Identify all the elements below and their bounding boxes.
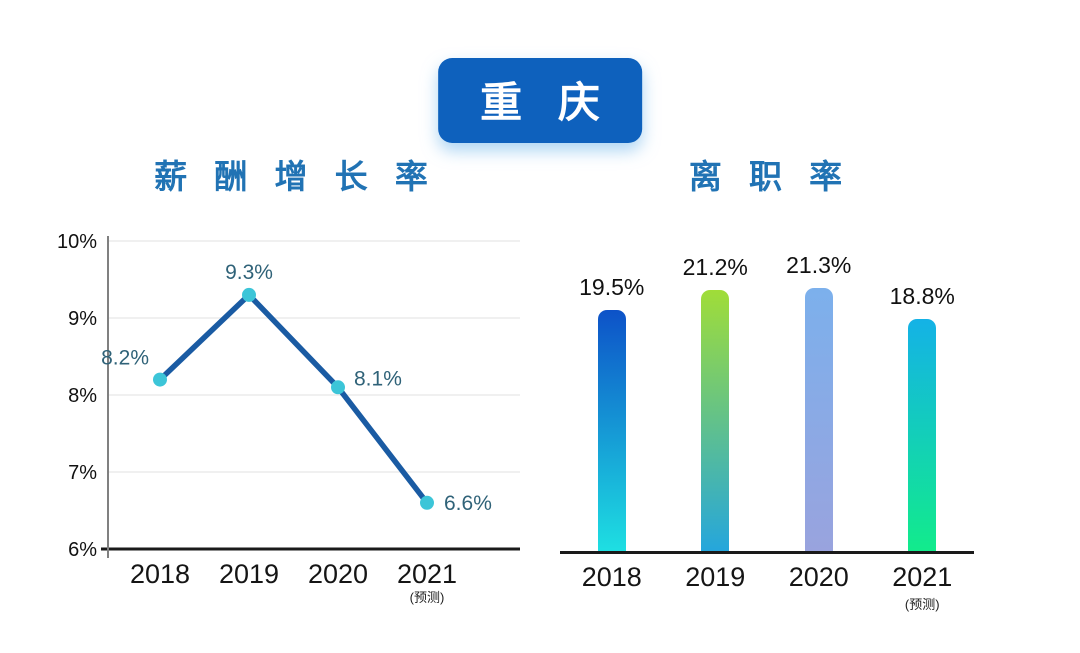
turnover-title: 离 职 率	[688, 158, 852, 195]
bar-2020	[804, 288, 833, 551]
x-tick-label: 2021	[892, 562, 953, 592]
bar-slot: 19.5%	[579, 274, 644, 551]
y-tick-label: 6%	[68, 539, 97, 561]
x-tick-label: 2020	[308, 559, 368, 589]
bar-category-slot: 2020	[789, 562, 849, 613]
x-tick-label: 2019	[219, 559, 279, 589]
bar-value-label: 21.3%	[786, 252, 852, 278]
bar-slot: 21.3%	[786, 252, 851, 551]
x-tick-label: 2019	[685, 562, 746, 592]
x-tick-label: 2018	[130, 559, 190, 589]
bar-value-label: 19.5%	[579, 274, 645, 300]
data-point-marker	[242, 287, 256, 302]
data-point-marker	[153, 372, 167, 387]
data-point-label: 9.3%	[225, 261, 273, 284]
y-tick-label: 10%	[58, 231, 97, 253]
bar-2021	[908, 319, 937, 551]
bar-slot: 18.8%	[890, 283, 955, 551]
y-tick-label: 9%	[68, 308, 97, 330]
bar-category-slot: 2019	[685, 562, 745, 613]
forecast-note: (预测)	[904, 597, 940, 612]
bar-category-slot: 2021 (预测)	[892, 562, 952, 613]
x-tick-label: 2020	[788, 562, 849, 592]
y-tick-label: 8%	[68, 385, 97, 407]
data-point-label: 8.1%	[354, 367, 402, 390]
bar-value-label: 18.8%	[889, 283, 955, 309]
salary-growth-panel: 薪 酬 增 长 率 10% 9% 8% 7% 6% 8.2% 9.3% 8.1% 6.6% 201…	[58, 150, 533, 612]
turnover-panel: 离 职 率 19.5% 21.2% 21.3% 18.8% 2018 2019 2020 2…	[560, 150, 980, 613]
bar-plot-area: 19.5% 21.2% 21.3% 18.8%	[560, 252, 974, 554]
bar-slot: 21.2%	[683, 254, 748, 551]
bar-category-slot: 2018	[582, 562, 642, 613]
data-point-marker	[420, 495, 434, 510]
bar-2019	[701, 290, 730, 551]
bar-value-label: 21.2%	[682, 254, 748, 280]
x-tick-label: 2021	[397, 559, 457, 589]
data-point-marker	[331, 380, 345, 395]
x-tick-label: 2018	[581, 562, 642, 592]
data-point-label: 8.2%	[101, 347, 149, 370]
bar-category-axis: 2018 2019 2020 2021 (预测)	[560, 554, 974, 613]
salary-growth-line-chart: 10% 9% 8% 7% 6% 8.2% 9.3% 8.1% 6.6% 2018 2019 2020 2…	[58, 231, 520, 605]
trend-line	[157, 292, 430, 506]
city-title-badge: 重 庆	[438, 58, 642, 143]
forecast-note: (预测)	[410, 590, 445, 605]
salary-growth-title: 薪 酬 增 长 率	[154, 158, 437, 195]
city-title: 重 庆	[480, 79, 612, 126]
turnover-bar-chart: 19.5% 21.2% 21.3% 18.8% 2018 2019 2020 2021 (预测…	[560, 252, 980, 613]
bar-2018	[597, 310, 626, 551]
data-point-label: 6.6%	[444, 492, 492, 515]
y-tick-label: 7%	[68, 462, 97, 484]
